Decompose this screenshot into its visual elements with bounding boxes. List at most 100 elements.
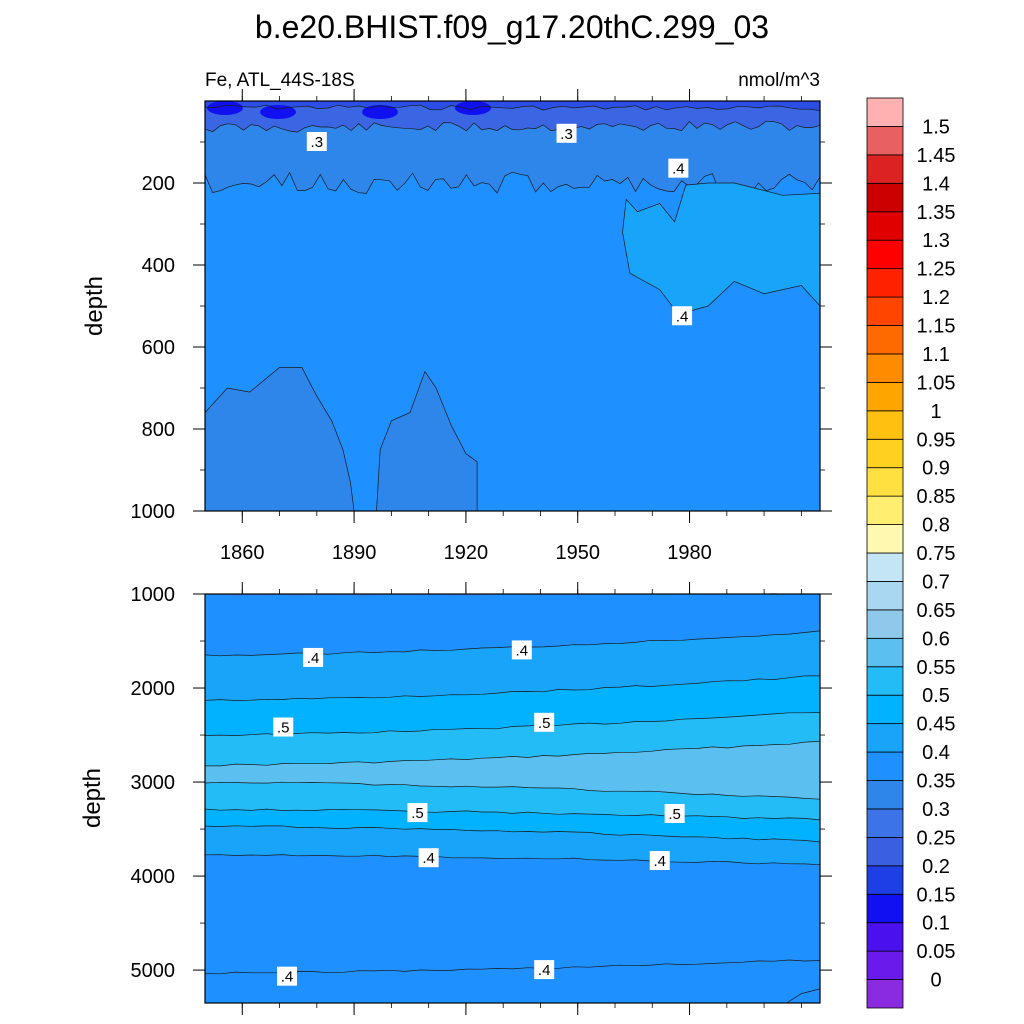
- y-tick-label: 1000: [131, 584, 176, 606]
- colorbar-label: 0.75: [917, 543, 956, 565]
- colorbar-swatch: [866, 751, 904, 781]
- colorbar-swatch: [866, 694, 904, 725]
- bottom-contour-4: [204, 781, 821, 800]
- colorbar-label: 0.1: [922, 913, 950, 935]
- colorbar-label: 0.2: [922, 856, 950, 878]
- colorbar-label: 0: [930, 970, 941, 992]
- bottom-contour-label-1: .4: [511, 640, 532, 660]
- svg-text:.4: .4: [538, 962, 551, 979]
- colorbar-swatch: [866, 552, 904, 582]
- colorbar-label: 0.9: [922, 458, 950, 480]
- colorbar-label: 1.45: [917, 145, 956, 167]
- svg-text:.4: .4: [653, 853, 666, 870]
- bottom-contour-label-7: .4: [649, 851, 670, 871]
- x-tick-label: 1860: [220, 542, 265, 564]
- svg-text:.3: .3: [311, 134, 324, 151]
- colorbar-label: 0.15: [917, 884, 956, 906]
- top-contour-label-1: .3: [556, 123, 577, 143]
- colorbar-swatch: [866, 637, 904, 668]
- colorbar-swatch: [866, 353, 904, 383]
- colorbar-label: 0.5: [922, 685, 950, 707]
- chart-title: b.e20.BHIST.f09_g17.20thC.299_03: [255, 9, 769, 45]
- top-surface-spot: [455, 101, 491, 115]
- svg-text:.5: .5: [668, 806, 681, 823]
- svg-text:.4: .4: [672, 161, 685, 178]
- colorbar-swatch: [866, 296, 904, 326]
- bottom-contour-label-5: .5: [664, 804, 685, 824]
- y-tick-label: 200: [142, 173, 175, 195]
- bottom-contour-3: [205, 741, 821, 767]
- colorbar-swatch: [866, 211, 904, 241]
- colorbar-label: 1.05: [917, 372, 956, 394]
- colorbar-label: 0.95: [917, 429, 956, 451]
- top-surface-spot: [207, 101, 243, 115]
- colorbar-label: 0.35: [917, 771, 956, 793]
- colorbar-label: 0.6: [922, 628, 950, 650]
- top-deep-region-mid: [376, 370, 478, 512]
- bottom-contour-label-0: .4: [303, 647, 324, 667]
- colorbar-swatch: [866, 126, 904, 156]
- bottom-plot-area: .4 .4 .5 .5 .5 .5 .4 .4 .4 .4: [204, 593, 821, 1004]
- bottom-plot-frame: [204, 593, 821, 1004]
- colorbar-swatch: [866, 723, 904, 753]
- bottom-contour-7: [204, 854, 821, 866]
- svg-text:.4: .4: [676, 308, 689, 325]
- bottom-contour-1: [204, 675, 820, 701]
- top-panel: .3 .3 .4 .4 1860 1890 1920 1950 1980 200 400 600 80…: [81, 89, 832, 564]
- top-band-0.2: [205, 101, 820, 111]
- colorbar-swatch: [866, 268, 904, 298]
- colorbar-swatch: [866, 182, 904, 213]
- bottom-contour-label-2: .5: [273, 717, 294, 737]
- colorbar-swatch: [866, 808, 904, 838]
- y-tick-label: 600: [142, 337, 175, 359]
- colorbar-swatch: [866, 239, 904, 270]
- bottom-panel: .4 .4 .5 .5 .5 .5 .4 .4 .4 .4 1000 2000 3000 4000 500…: [79, 582, 832, 1015]
- colorbar-swatch: [866, 609, 904, 639]
- top-plot-area: .3 .3 .4 .4: [204, 101, 821, 512]
- svg-text:.3: .3: [560, 126, 573, 143]
- bottom-contour-label-9: .4: [534, 960, 555, 980]
- svg-text:.4: .4: [307, 650, 320, 667]
- colorbar-swatch: [866, 666, 904, 696]
- units-label: nmol/m^3: [738, 70, 820, 91]
- colorbar-swatch: [866, 836, 904, 867]
- top-contour-label-3: .4: [672, 306, 693, 326]
- bottom-contour-corner: [786, 988, 821, 1004]
- top-axis-ticks: 1860 1890 1920 1950 1980 200 400 600 800 1000: [131, 89, 832, 564]
- bottom-ylabel: depth: [79, 768, 106, 828]
- bottom-contour-label-6: .4: [418, 848, 439, 868]
- region-label: Fe, ATL_44S-18S: [205, 70, 355, 91]
- colorbar-swatch: [866, 438, 904, 469]
- colorbar-label: 0.65: [917, 600, 956, 622]
- colorbar-swatch: [866, 922, 904, 952]
- colorbar-swatch: [866, 97, 904, 127]
- bottom-contour-label-4: .5: [407, 803, 428, 823]
- colorbar-label: 0.4: [922, 742, 950, 764]
- colorbar: 0 0.05 0.1 0.15 0.2 0.25 0.3 0.35 0.4 0.45 0.5 0.55…: [866, 97, 956, 1009]
- bottom-contour-label-3: .5: [534, 712, 555, 732]
- colorbar-label: 0.85: [917, 486, 956, 508]
- y-tick-label: 800: [142, 419, 175, 441]
- colorbar-label: 1.3: [922, 230, 950, 252]
- y-tick-label: 3000: [131, 772, 176, 794]
- colorbar-swatch: [866, 581, 904, 611]
- top-band-0.25: [205, 105, 820, 133]
- bottom-contour-8: [204, 959, 821, 975]
- bottom-contour-label-8: .4: [277, 966, 297, 986]
- svg-text:.5: .5: [538, 715, 551, 732]
- colorbar-swatch: [866, 410, 904, 440]
- svg-text:.4: .4: [516, 642, 529, 659]
- x-tick-label: 1980: [667, 542, 712, 564]
- colorbar-label: 1.2: [922, 287, 950, 309]
- y-tick-label: 1000: [131, 501, 176, 523]
- top-contour-0.25: [204, 120, 821, 133]
- colorbar-label: 1.35: [917, 202, 956, 224]
- colorbar-label: 1.4: [922, 173, 950, 195]
- colorbar-label: 0.3: [922, 799, 950, 821]
- top-ylabel: depth: [81, 276, 108, 336]
- top-surface-spot: [260, 105, 296, 119]
- colorbar-label: 1.1: [922, 344, 950, 366]
- colorbar-swatch: [866, 865, 904, 895]
- bottom-contour-5: [204, 808, 821, 821]
